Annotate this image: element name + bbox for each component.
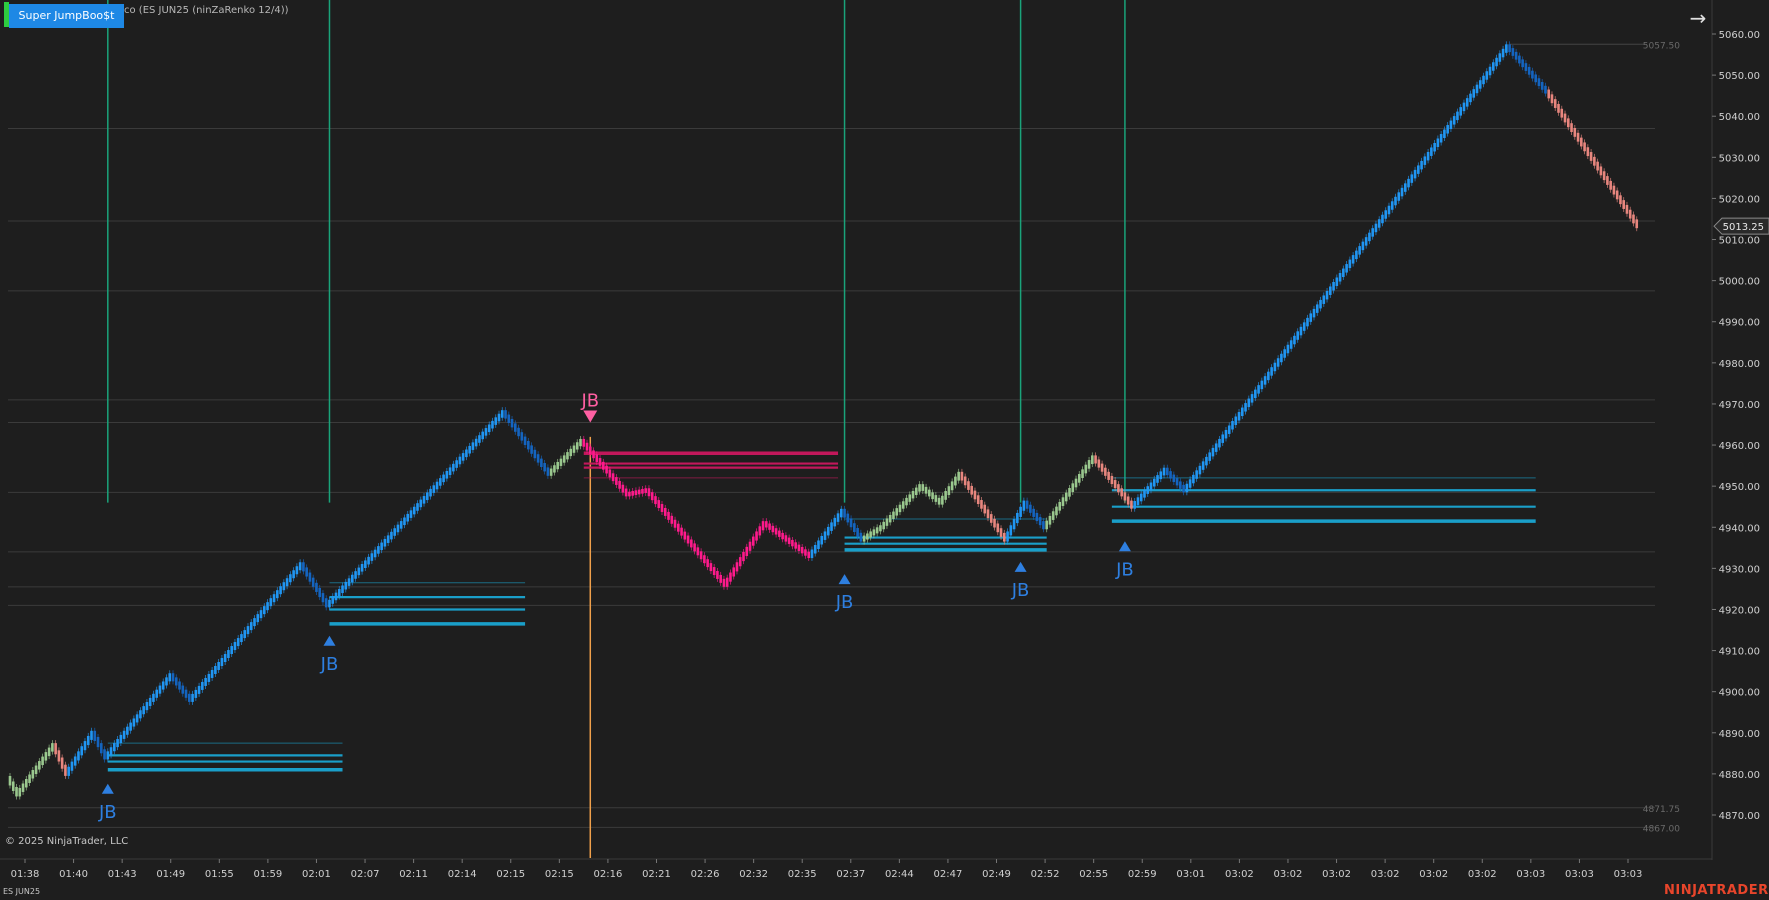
- buy-signal-label: JB: [1011, 580, 1030, 601]
- x-axis-tick-label: 03:02: [1419, 869, 1448, 880]
- y-axis-tick-label: 5040.00: [1719, 112, 1760, 123]
- sell-signal-arrow: [583, 410, 598, 423]
- x-axis-tick-label: 01:40: [59, 869, 88, 880]
- x-axis-tick-label: 02:37: [836, 869, 865, 880]
- x-axis-tick-label: 02:52: [1031, 869, 1060, 880]
- y-axis-tick-label: 5020.00: [1719, 194, 1760, 205]
- sell-signal-label: JB: [580, 391, 599, 412]
- x-axis-tick-label: 01:49: [156, 869, 185, 880]
- x-axis-tick-label: 03:01: [1176, 869, 1205, 880]
- x-axis-tick-label: 01:43: [108, 869, 137, 880]
- instrument-footer-label: ES JUN25: [3, 887, 41, 896]
- price-level-label: 4871.75: [1643, 805, 1680, 815]
- x-axis[interactable]: 01:38 01:40 01:43 01:49 01:55 01:59 02:01 02:07…: [11, 859, 1643, 880]
- instrument-title: co (ES JUN25 (ninZaRenko 12/4)): [124, 5, 289, 16]
- y-axis-tick-label: 4870.00: [1719, 811, 1760, 822]
- x-axis-tick-label: 02:11: [399, 869, 428, 880]
- signal-markers: JB JB JB JB JB JB: [98, 391, 1134, 823]
- super-jumpboost-button[interactable]: Super JumpBoo$t: [9, 4, 124, 28]
- y-axis-tick-label: 4900.00: [1719, 688, 1760, 699]
- gray-level-layer: [8, 43, 1655, 828]
- buy-signal-arrow: [101, 783, 114, 794]
- x-axis-tick-label: 02:21: [642, 869, 671, 880]
- y-axis-tick-label: 4970.00: [1719, 400, 1760, 411]
- x-axis-tick-label: 03:03: [1516, 869, 1545, 880]
- x-axis-tick-label: 02:16: [593, 869, 622, 880]
- x-axis-tick-label: 02:15: [545, 869, 574, 880]
- y-axis-tick-label: 4880.00: [1719, 770, 1760, 781]
- current-price-marker[interactable]: [1713, 217, 1769, 235]
- ninjatrader-logo: NINJATRADER: [1664, 883, 1769, 898]
- signal-vertical-lines: [107, 0, 1126, 858]
- buy-signal-arrow: [323, 635, 336, 646]
- buy-signal-label: JB: [835, 592, 854, 613]
- signal-zones: [107, 451, 1536, 772]
- indicator-status-strip: [4, 2, 9, 27]
- x-axis-tick-label: 03:02: [1274, 869, 1303, 880]
- arrow-right-icon[interactable]: →: [1689, 6, 1707, 30]
- y-axis-tick-label: 4940.00: [1719, 523, 1760, 534]
- y-axis-tick-label: 4960.00: [1719, 441, 1760, 452]
- x-axis-tick-label: 02:47: [934, 869, 963, 880]
- x-axis-tick-label: 02:07: [351, 869, 380, 880]
- x-axis-tick-label: 01:55: [205, 869, 234, 880]
- x-axis-tick-label: 02:26: [691, 869, 720, 880]
- x-axis-tick-label: 02:32: [739, 869, 768, 880]
- y-axis[interactable]: 5060.00 5050.00 5040.00 5030.00 5020.00 5010.…: [1712, 30, 1769, 822]
- buy-signal-arrow: [838, 574, 851, 585]
- buy-signal-arrow: [1118, 541, 1131, 552]
- y-axis-tick-label: 4980.00: [1719, 359, 1760, 370]
- y-axis-tick-label: 4910.00: [1719, 647, 1760, 658]
- y-axis-tick-label: 5030.00: [1719, 153, 1760, 164]
- copyright-text: © 2025 NinjaTrader, LLC: [5, 836, 129, 847]
- y-axis-tick-label: 4990.00: [1719, 318, 1760, 329]
- x-axis-tick-label: 01:59: [253, 869, 282, 880]
- x-axis-tick-label: 03:02: [1225, 869, 1254, 880]
- x-axis-tick-label: 02:44: [885, 869, 914, 880]
- x-axis-tick-label: 03:02: [1371, 869, 1400, 880]
- x-axis-tick-label: 02:14: [448, 869, 477, 880]
- x-axis-tick-label: 02:55: [1079, 869, 1108, 880]
- y-axis-tick-label: 5060.00: [1719, 30, 1760, 41]
- buy-signal-label: JB: [320, 654, 339, 675]
- x-axis-tick-label: 02:59: [1128, 869, 1157, 880]
- x-axis-tick-label: 02:49: [982, 869, 1011, 880]
- y-axis-tick-label: 5000.00: [1719, 277, 1760, 288]
- y-axis-tick-label: 4920.00: [1719, 605, 1760, 616]
- x-axis-tick-label: 03:03: [1614, 869, 1643, 880]
- grid-layer: [0, 0, 1713, 860]
- y-axis-tick-label: 4890.00: [1719, 729, 1760, 740]
- x-axis-tick-label: 02:35: [788, 869, 817, 880]
- x-axis-tick-label: 01:38: [11, 869, 40, 880]
- y-axis-tick-label: 5010.00: [1719, 236, 1760, 247]
- x-axis-tick-label: 02:01: [302, 869, 331, 880]
- price-level-labels: 5057.50 4871.75 4867.00: [1643, 41, 1680, 834]
- chart-header: co (ES JUN25 (ninZaRenko 12/4)) Super Ju…: [0, 0, 320, 28]
- y-axis-tick-label: 4930.00: [1719, 564, 1760, 575]
- y-axis-tick-label: 4950.00: [1719, 482, 1760, 493]
- buy-signal-label: JB: [98, 802, 117, 823]
- x-axis-tick-label: 03:02: [1468, 869, 1497, 880]
- x-axis-tick-label: 03:03: [1565, 869, 1594, 880]
- buy-signal-label: JB: [1115, 559, 1134, 580]
- x-axis-tick-label: 02:15: [496, 869, 525, 880]
- price-level-label: 5057.50: [1643, 41, 1680, 51]
- x-axis-tick-label: 03:02: [1322, 869, 1351, 880]
- current-price-label: 5013.25: [1723, 222, 1764, 233]
- y-axis-tick-label: 5050.00: [1719, 71, 1760, 82]
- price-level-label: 4867.00: [1643, 824, 1680, 834]
- buy-signal-arrow: [1014, 561, 1027, 572]
- renko-bars[interactable]: [8, 41, 1639, 800]
